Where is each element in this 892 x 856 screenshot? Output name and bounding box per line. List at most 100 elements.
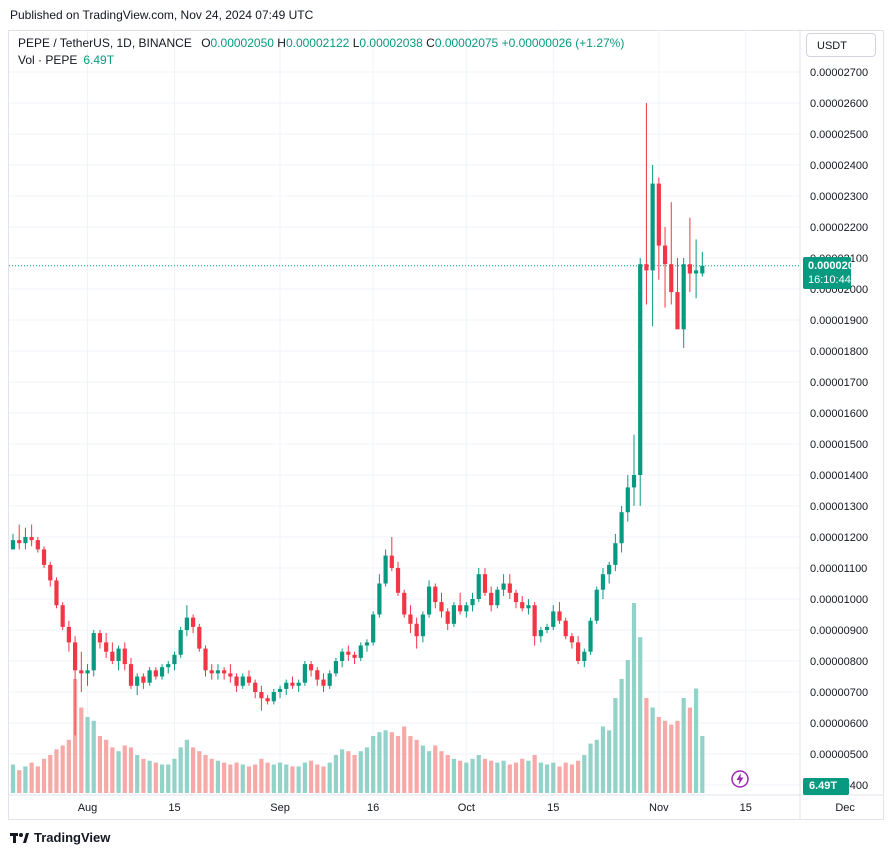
candle-body: [644, 264, 649, 271]
candle-body: [364, 642, 370, 646]
candle-body: [594, 589, 599, 621]
time-axis[interactable]: Aug 15 Sep 16 Oct 15 Nov 15 Dec: [78, 802, 856, 814]
volume-bar: [128, 747, 134, 793]
volume-legend: Vol · PEPE 6.49T: [18, 53, 114, 67]
volume-bar: [302, 762, 307, 793]
volume-bar: [66, 739, 71, 793]
change-value: +0.00000026 (+1.27%): [501, 36, 625, 50]
volume-bar: [451, 758, 457, 793]
price-tick-label: 0.00001500: [810, 439, 868, 451]
candle-body: [271, 692, 276, 702]
time-tick-label: Sep: [270, 802, 290, 814]
tradingview-logo-icon: [10, 832, 29, 843]
price-tick-label: 0.00000900: [810, 625, 868, 637]
volume-bar: [197, 751, 202, 793]
candle-body: [128, 664, 134, 686]
volume-bar: [222, 762, 227, 793]
candle-body: [284, 682, 289, 689]
volume-bar: [240, 764, 245, 793]
candle-body: [29, 537, 34, 541]
candle-body: [619, 512, 624, 544]
candle-body: [209, 670, 214, 674]
currency-button[interactable]: USDT: [806, 33, 876, 57]
candle-body: [190, 617, 196, 627]
candle-body: [48, 564, 53, 581]
candle-body: [340, 651, 345, 661]
candle-body: [178, 630, 183, 655]
volume-bar: [588, 743, 593, 793]
volume-label[interactable]: Vol · PEPE: [18, 53, 78, 67]
volume-bar: [482, 758, 488, 793]
volume-bar: [172, 758, 177, 793]
volume-bar: [35, 766, 40, 793]
volume-bar: [464, 762, 469, 793]
volume-bar: [644, 698, 649, 793]
volume-bar: [265, 762, 270, 793]
price-tick-label: 0.00000600: [810, 718, 868, 730]
symbol-label[interactable]: PEPE / TetherUS, 1D, BINANCE: [18, 36, 192, 50]
candle-body: [631, 475, 637, 488]
volume-bar: [296, 766, 301, 793]
price-tick-label: 0.00002200: [810, 222, 868, 234]
volume-bar: [408, 736, 413, 793]
candle-body: [91, 633, 96, 671]
candle-body: [482, 574, 488, 593]
volume-value: 6.49T: [83, 53, 115, 67]
volume-bar: [551, 762, 556, 793]
volume-bar: [681, 698, 686, 793]
volume-bar: [582, 755, 587, 793]
price-axis[interactable]: 0.00002700 0.00002600 0.00002500 0.00002400…: [810, 67, 868, 792]
price-tick-label: 0.00002600: [810, 98, 868, 110]
volume-bar: [253, 764, 258, 793]
volume-bar: [277, 762, 283, 793]
candle-body: [389, 555, 394, 568]
candle-body: [420, 614, 425, 637]
volume-bar: [501, 760, 506, 793]
candle-body: [184, 617, 189, 630]
footer-brand[interactable]: TradingView: [10, 830, 110, 845]
price-tick-label: 0.00001700: [810, 377, 868, 389]
candle-body: [445, 611, 450, 624]
candle-body: [277, 688, 283, 692]
volume-bar: [159, 764, 165, 793]
volume-bar: [625, 660, 630, 793]
time-tick-label: 16: [367, 802, 379, 814]
candle-body: [395, 568, 401, 593]
last-price-value: 0.00002075: [808, 260, 867, 272]
candle-body: [308, 664, 314, 671]
volume-bar: [445, 755, 450, 793]
volume-bar: [395, 736, 401, 793]
lightning-icon[interactable]: [731, 770, 749, 788]
candle-body: [470, 599, 475, 606]
candle-body: [669, 264, 674, 293]
candle-body: [675, 292, 680, 330]
price-tick-label: 0.00001000: [810, 594, 868, 606]
low-label: L: [352, 36, 360, 50]
volume-bar: [352, 755, 357, 793]
candle-body: [513, 592, 519, 603]
volume-bar: [507, 764, 512, 793]
volume-bar: [190, 747, 196, 793]
volume-bar: [383, 730, 388, 793]
volume-bar: [513, 762, 519, 793]
close-label: C: [426, 36, 435, 50]
time-tick-label: Oct: [458, 802, 475, 814]
volume-bar: [85, 717, 90, 793]
open-value: 0.00002050: [210, 36, 274, 50]
volume-bar: [495, 762, 500, 793]
volume-bar: [563, 762, 568, 793]
candle-body: [79, 670, 84, 674]
candle-body: [687, 264, 692, 274]
volume-bar: [371, 736, 376, 793]
volume-bar: [594, 739, 599, 793]
candle-body: [538, 630, 543, 637]
price-tick-label: 0.00001300: [810, 501, 868, 513]
candle-body: [681, 264, 686, 330]
volume-bar: [389, 732, 394, 793]
candle-body: [582, 651, 587, 661]
volume-bar: [607, 730, 612, 793]
candle-body: [135, 676, 140, 686]
volume-bar: [215, 760, 221, 793]
volume-bar: [619, 679, 624, 793]
